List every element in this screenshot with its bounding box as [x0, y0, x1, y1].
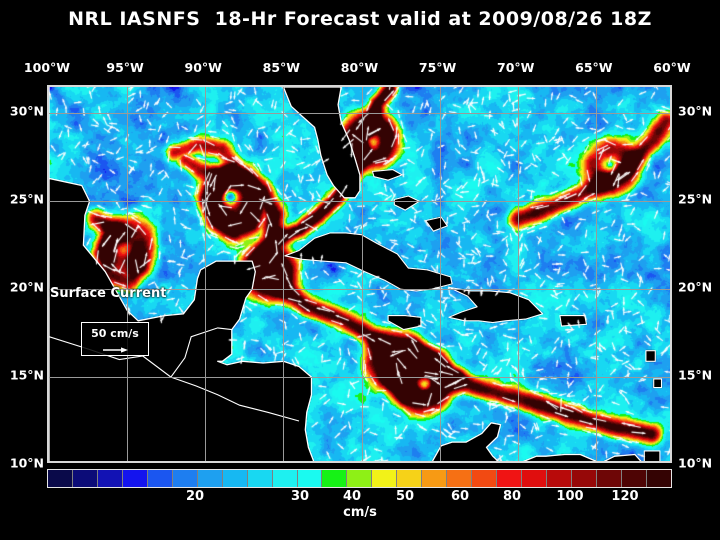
coastline-florida-lobe: [282, 87, 361, 199]
colorbar-segment: [547, 470, 573, 487]
colorbar-segment: [297, 470, 323, 487]
colorbar-tick-label: 60: [450, 489, 470, 504]
surface-current-field: [49, 87, 670, 461]
scale-value-label: 50 cm/s: [91, 327, 139, 340]
colorbar-segment: [97, 470, 123, 487]
coastline-guadeloupe: [645, 350, 656, 362]
colorbar-tick-label: 30: [290, 489, 310, 504]
colorbar-segment: [48, 470, 73, 487]
lat-tick-label-right: 10°N: [678, 455, 713, 471]
colorbar-segment: [596, 470, 622, 487]
colorbar-segment: [222, 470, 248, 487]
border-line-1: [170, 327, 232, 378]
lat-tick-label-right: 15°N: [678, 367, 713, 383]
coastline-martinique: [653, 378, 663, 389]
coastline-trinidad: [643, 450, 661, 461]
colorbar-segment: [322, 470, 348, 487]
lat-tick-label-right: 30°N: [678, 103, 713, 119]
colorbar-tick-label: 40: [342, 489, 362, 504]
coastline-jamaica: [387, 315, 422, 331]
surface-current-label: Surface Current: [50, 286, 167, 301]
lon-tick-label: 90°W: [184, 60, 222, 75]
colorbar-segment: [272, 470, 298, 487]
coastline-north-america: [49, 87, 642, 461]
lat-tick-label-left: 25°N: [9, 191, 44, 207]
colorbar-segment: [621, 470, 647, 487]
coastline-bahamas-3: [425, 216, 448, 232]
colorbar-segment: [347, 470, 373, 487]
current-scale-box: 50 cm/s: [81, 322, 149, 356]
colorbar-tick-label: 100: [556, 489, 584, 504]
coastline-bahamas-2: [393, 195, 420, 211]
coastline-cuba: [284, 232, 453, 292]
lon-tick-label: 65°W: [575, 60, 613, 75]
colorbar-segment: [147, 470, 173, 487]
lat-tick-label-left: 15°N: [9, 367, 44, 383]
lon-tick-label: 95°W: [106, 60, 144, 75]
lat-tick-label-right: 20°N: [678, 279, 713, 295]
lat-tick-label-left: 20°N: [9, 279, 44, 295]
colorbar-segment: [522, 470, 548, 487]
lon-tick-label: 80°W: [340, 60, 379, 75]
colorbar-segment: [572, 470, 597, 487]
lon-tick-label: 60°W: [653, 60, 691, 75]
coastline-hispaniola: [448, 286, 544, 324]
colorbar-segment: [497, 470, 523, 487]
colorbar-tick-label: 50: [395, 489, 415, 504]
colorbar-segment: [122, 470, 148, 487]
lon-tick-label: 100°W: [23, 60, 71, 75]
colorbar-segment: [447, 470, 473, 487]
colorbar-unit-label: cm/s: [343, 505, 377, 520]
speed-colorbar: [47, 469, 672, 488]
lon-tick-label: 75°W: [418, 60, 457, 75]
colorbar-segment: [397, 470, 423, 487]
lon-tick-label: 85°W: [262, 60, 301, 75]
lat-tick-label-left: 30°N: [9, 103, 44, 119]
colorbar-segment: [197, 470, 223, 487]
arrow-right-icon: [103, 347, 128, 353]
colorbar-segment: [422, 470, 448, 487]
colorbar-segment: [372, 470, 398, 487]
lat-tick-label-right: 25°N: [678, 191, 713, 207]
lon-tick-label: 70°W: [497, 60, 535, 75]
page-title: NRL IASNFS 18-Hr Forecast valid at 2009/…: [68, 8, 652, 30]
coastline-puerto-rico: [559, 315, 588, 327]
colorbar-tick-label: 20: [185, 489, 205, 504]
colorbar-segment: [172, 470, 198, 487]
colorbar-tick-label: 80: [502, 489, 522, 504]
colorbar-segment: [247, 470, 273, 487]
coastline-bahamas-1: [371, 169, 403, 181]
colorbar-segment: [72, 470, 98, 487]
lat-tick-label-left: 10°N: [9, 455, 44, 471]
coastline-overlay: [49, 87, 663, 461]
map-plot-area[interactable]: [47, 85, 672, 463]
colorbar-tick-label: 120: [611, 489, 639, 504]
colorbar-segment: [646, 470, 671, 487]
colorbar-segment: [472, 470, 498, 487]
